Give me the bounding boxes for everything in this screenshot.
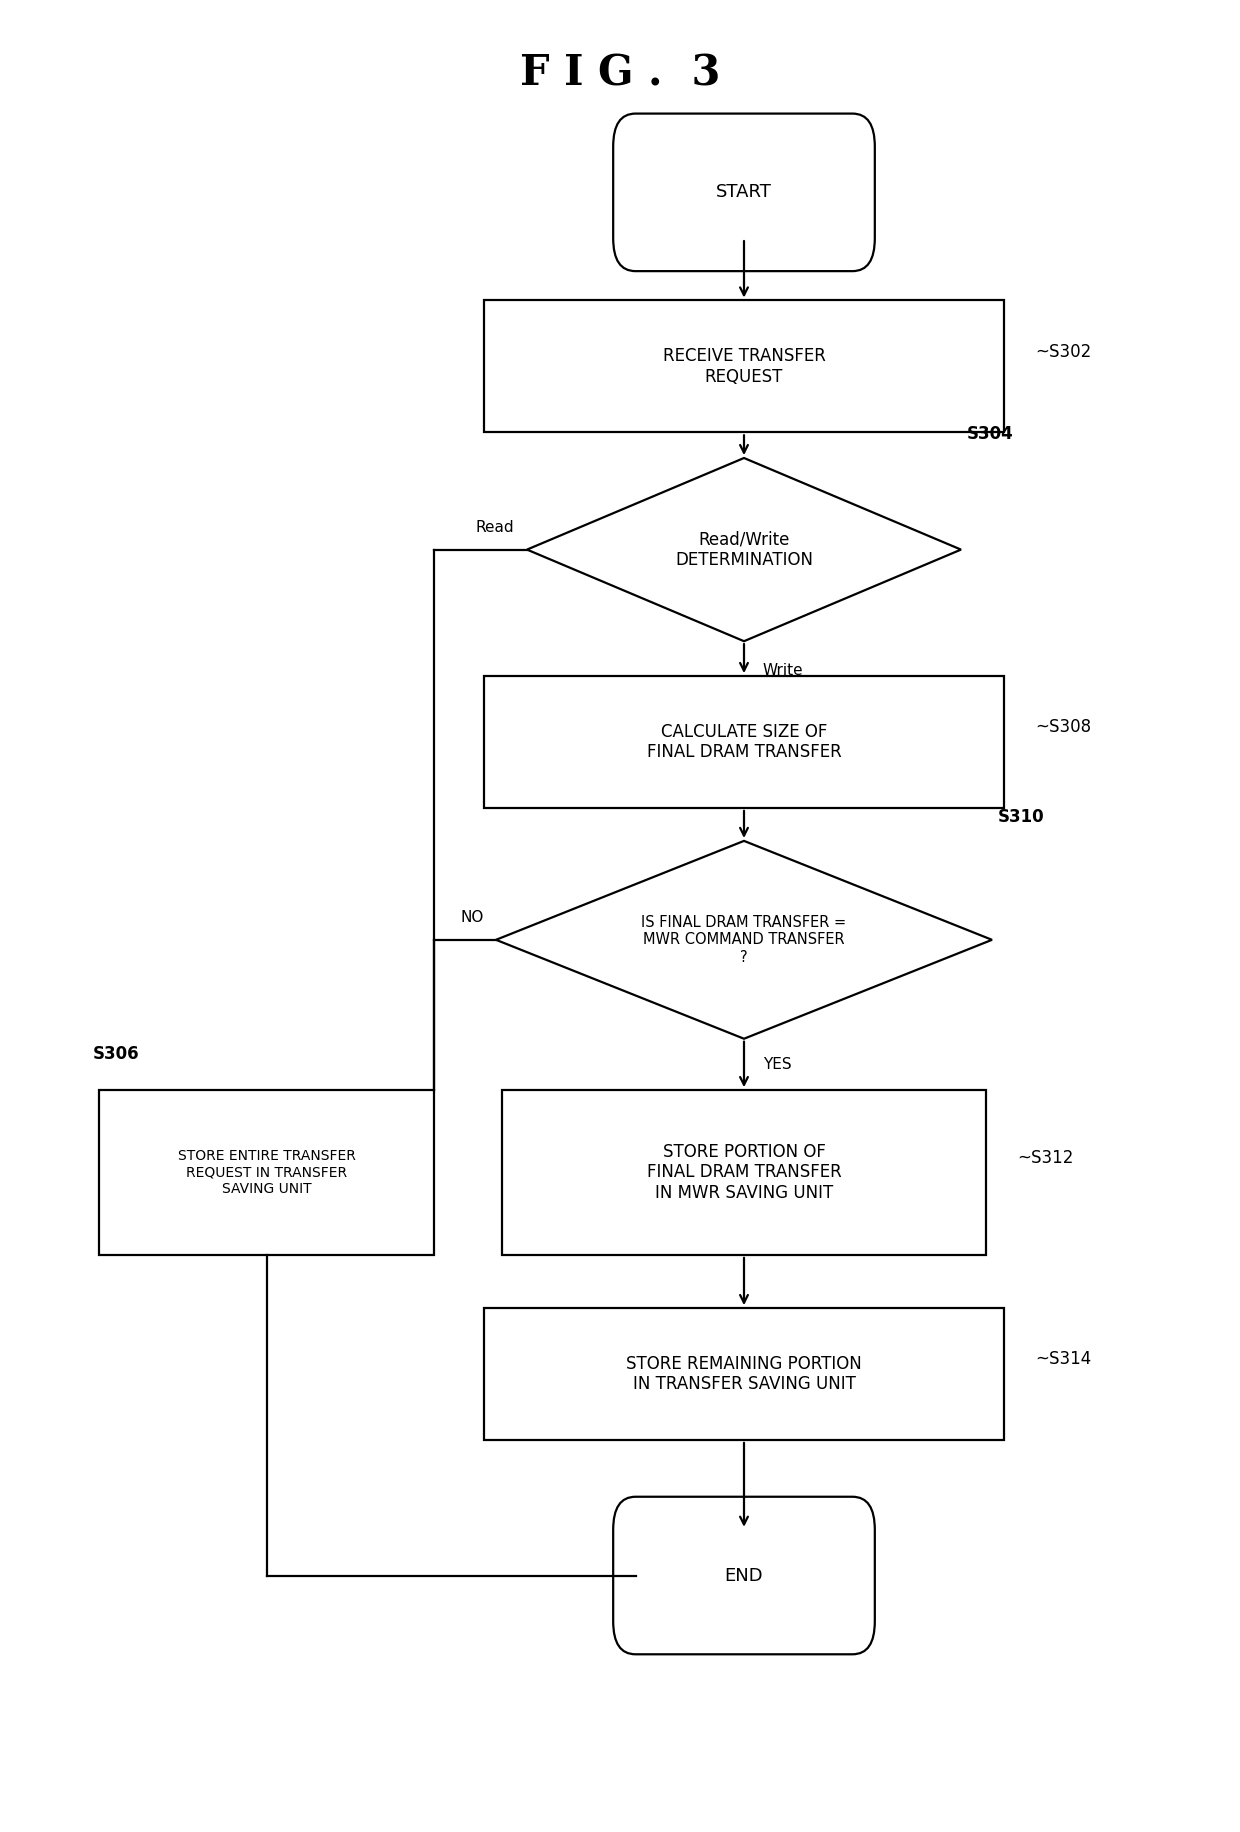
- Bar: [484, 300, 1004, 432]
- Text: YES: YES: [763, 1057, 791, 1072]
- Bar: [484, 1308, 1004, 1440]
- Text: ~S302: ~S302: [1035, 343, 1091, 361]
- Text: Write: Write: [763, 663, 804, 678]
- Text: START: START: [715, 183, 773, 202]
- Text: IS FINAL DRAM TRANSFER =
MWR COMMAND TRANSFER
?: IS FINAL DRAM TRANSFER = MWR COMMAND TRA…: [641, 914, 847, 965]
- Text: CALCULATE SIZE OF
FINAL DRAM TRANSFER: CALCULATE SIZE OF FINAL DRAM TRANSFER: [646, 722, 842, 762]
- Bar: [484, 676, 1004, 808]
- Text: STORE REMAINING PORTION
IN TRANSFER SAVING UNIT: STORE REMAINING PORTION IN TRANSFER SAVI…: [626, 1354, 862, 1394]
- Text: Read/Write
DETERMINATION: Read/Write DETERMINATION: [675, 529, 813, 570]
- Polygon shape: [527, 458, 961, 641]
- Text: F I G .  3: F I G . 3: [520, 53, 720, 93]
- Text: STORE PORTION OF
FINAL DRAM TRANSFER
IN MWR SAVING UNIT: STORE PORTION OF FINAL DRAM TRANSFER IN …: [646, 1143, 842, 1202]
- Text: S306: S306: [93, 1044, 140, 1063]
- Text: RECEIVE TRANSFER
REQUEST: RECEIVE TRANSFER REQUEST: [662, 346, 826, 387]
- Text: S310: S310: [998, 808, 1045, 826]
- Text: END: END: [724, 1566, 764, 1585]
- Text: ~S308: ~S308: [1035, 718, 1091, 736]
- Text: S304: S304: [967, 425, 1014, 443]
- Text: ~S312: ~S312: [1017, 1149, 1073, 1167]
- FancyBboxPatch shape: [613, 114, 874, 271]
- FancyBboxPatch shape: [613, 1497, 874, 1654]
- Text: ~S314: ~S314: [1035, 1350, 1091, 1369]
- Text: STORE ENTIRE TRANSFER
REQUEST IN TRANSFER
SAVING UNIT: STORE ENTIRE TRANSFER REQUEST IN TRANSFE…: [177, 1149, 356, 1196]
- Bar: [99, 1090, 434, 1255]
- Text: NO: NO: [460, 911, 484, 925]
- Bar: [502, 1090, 986, 1255]
- Text: Read: Read: [476, 520, 515, 535]
- Polygon shape: [496, 841, 992, 1039]
